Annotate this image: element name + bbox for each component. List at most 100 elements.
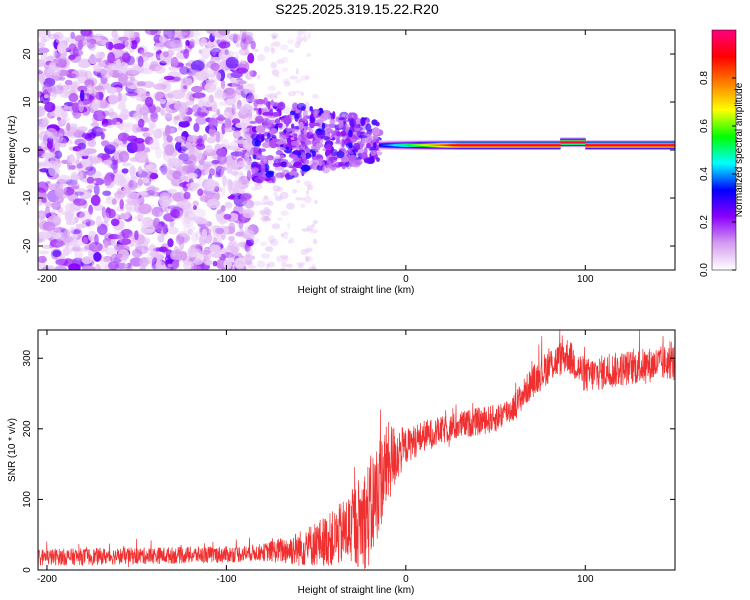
spectrogram-cell (117, 92, 122, 102)
spectrogram-cell (38, 47, 50, 54)
spectrogram-cell (384, 144, 387, 146)
spectrogram-cell (492, 144, 495, 146)
spectrogram-cell (264, 217, 272, 222)
spectrogram-cell (195, 143, 206, 151)
spectrogram-cell (153, 83, 167, 90)
spectrogram-cell (39, 191, 48, 200)
spectrogram-cell (48, 61, 57, 70)
spectrogram-cell (213, 131, 224, 143)
x-tick-label: 100 (577, 274, 594, 285)
spectrogram-cell (329, 119, 336, 124)
spectrogram-cell (160, 166, 171, 174)
spectrogram-cell (560, 141, 563, 144)
spectrogram-cell (427, 144, 430, 146)
spectrogram-cell (395, 144, 398, 146)
spectrogram-cell (151, 206, 164, 217)
spectrogram-cell (306, 189, 309, 196)
spectrogram-cell (117, 93, 128, 104)
spectrogram-cell (263, 195, 268, 200)
spectrogram-cell (216, 108, 221, 115)
spectrogram-cell (254, 48, 259, 53)
spectrogram-cell (312, 157, 319, 165)
spectrogram-cell (603, 144, 606, 146)
spectrogram-cell (466, 144, 470, 146)
spectrogram-cell (101, 140, 110, 147)
spectrogram-y-ticks: -20 -10 0 10 20 (22, 48, 675, 253)
spectrogram-cell (184, 206, 193, 214)
spectrogram-cell (81, 256, 93, 265)
spectrogram-cell (128, 242, 140, 247)
spectrogram-cell (312, 219, 319, 225)
spectrogram-cell (527, 144, 531, 146)
spectrogram-cell (49, 229, 63, 240)
spectrogram-cell (189, 38, 195, 46)
spectrogram-cell (316, 131, 326, 139)
spectrogram-cell (263, 97, 268, 105)
y-tick-label: -20 (22, 238, 33, 253)
spectrogram-cell (81, 132, 92, 140)
spectrogram-cell (321, 159, 328, 167)
spectrogram-cell (149, 251, 160, 257)
spectrogram-cell (280, 44, 289, 51)
spectrogram-cell (160, 108, 166, 116)
spectrogram-cell (217, 114, 224, 119)
spectrogram-cell (271, 112, 280, 116)
spectrogram-cell (520, 144, 523, 146)
spectrogram-cell (123, 125, 132, 133)
spectrogram-cell (190, 60, 205, 72)
spectrogram-cell (120, 95, 127, 103)
spectrogram-cell (272, 185, 281, 192)
spectrogram-cell (363, 157, 374, 164)
spectrogram-cell (667, 144, 670, 146)
snr-panel: -200 -100 0 100 0 100 200 300 Height of straig… (7, 329, 676, 596)
spectrogram-cell (280, 233, 285, 238)
spectrogram-cell (141, 67, 153, 75)
spectrogram-cell (102, 159, 113, 165)
spectrogram-cell (373, 141, 377, 150)
spectrogram-cell (499, 144, 502, 146)
spectrogram-cell (121, 168, 129, 174)
spectrogram-cell (86, 184, 96, 190)
spectrogram-cell (623, 144, 626, 146)
spectrogram-cell (212, 49, 217, 57)
spectrogram-cell (113, 174, 125, 186)
spectrogram-cell (365, 123, 372, 132)
spectrogram-cell (387, 144, 391, 146)
spectrogram-cell (137, 47, 145, 54)
spectrogram-cell (87, 138, 97, 148)
spectrogram-cell (238, 105, 245, 114)
spectrogram-cell (277, 101, 286, 111)
spectrogram-cell (515, 144, 518, 146)
spectrogram-cell (148, 124, 154, 136)
spectrogram-cell (131, 123, 140, 134)
spectrogram-cell (274, 166, 285, 171)
spectrogram-cell (286, 202, 295, 210)
spectrogram-cell (309, 113, 315, 122)
spectrogram-cell (134, 151, 148, 163)
spectrogram-cell (249, 158, 253, 162)
spectrogram-cell (262, 196, 270, 204)
spectrogram-cell (215, 249, 223, 254)
spectrogram-cell (230, 92, 242, 100)
spectrogram-cell (210, 62, 220, 71)
spectrogram-cell (256, 260, 266, 268)
spectrogram-cell (371, 127, 380, 136)
spectrogram-cell (313, 110, 318, 118)
spectrogram-cell (38, 212, 43, 219)
spectrogram-cell (354, 127, 361, 132)
spectrogram-cell (246, 138, 252, 145)
spectrogram-cell (296, 35, 304, 43)
colorbar-tick-label: 0.6 (699, 119, 710, 133)
spectrogram-cell (234, 170, 244, 175)
spectrogram-cell (218, 101, 228, 107)
spectrogram-cell (145, 52, 159, 61)
spectrogram-cell (599, 144, 602, 146)
spectrogram-cell (666, 144, 669, 146)
spectrogram-cell (260, 202, 269, 206)
spectrogram-cell (170, 209, 180, 219)
spectrogram-cell (38, 30, 49, 38)
spectrogram-cell (594, 144, 597, 146)
spectrogram-cell (38, 105, 46, 117)
spectrogram-cell (190, 182, 195, 187)
